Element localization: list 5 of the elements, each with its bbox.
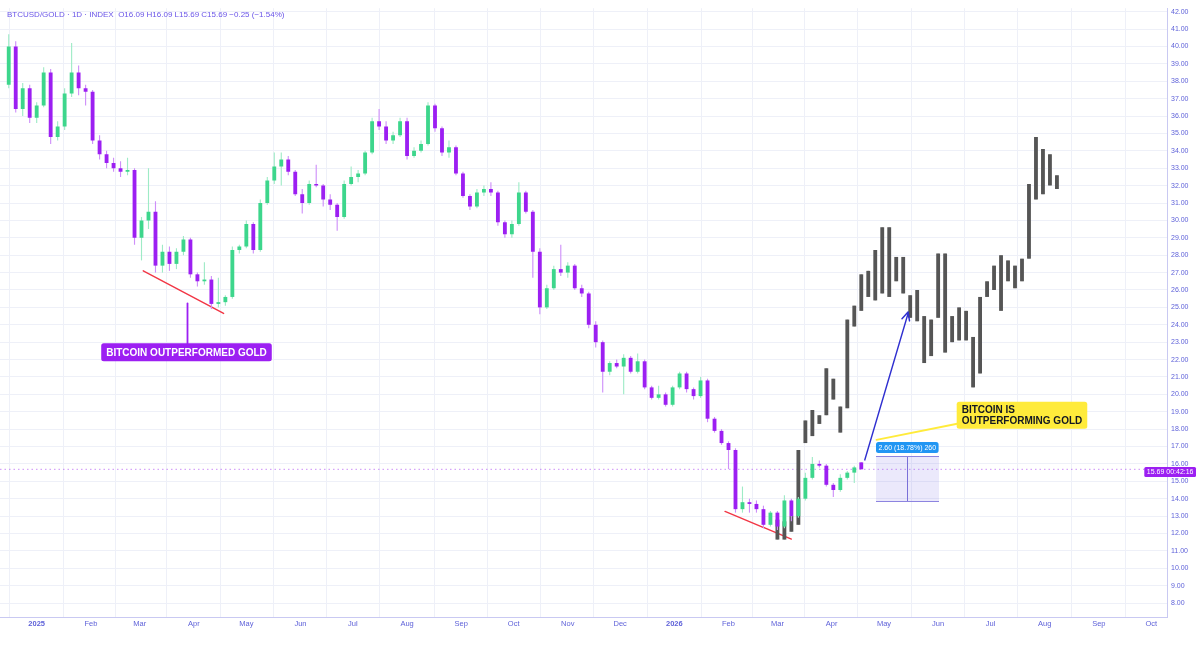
chart-title: BTCUSD/GOLD · 1D · INDEX O16.09 H16.09 L15.69 C15.69 −0.25 (−1.54%) (7, 10, 285, 20)
candlestick (412, 147, 416, 158)
annotation: BITCOIN IS OUTPERFORMING GOLD (961, 403, 1083, 426)
annotation: BITCOIN OUTPERFORMED GOLD (106, 346, 267, 358)
candlestick (447, 140, 451, 158)
